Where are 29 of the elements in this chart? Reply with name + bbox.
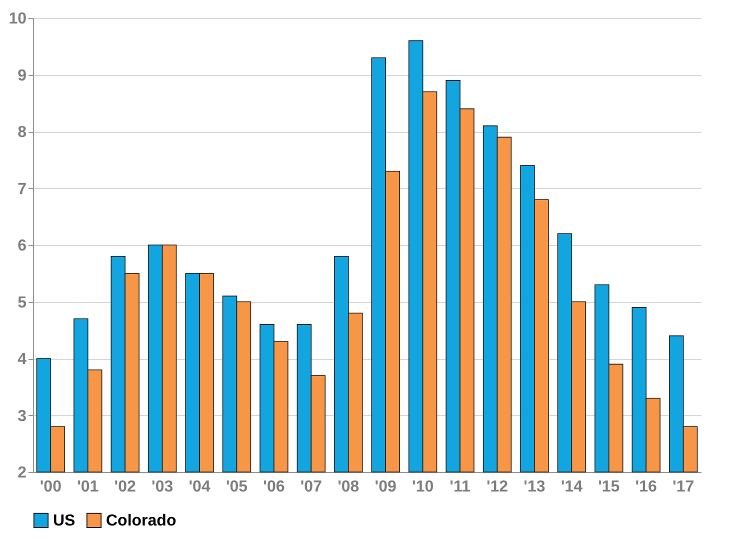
x-tick-label: '01: [77, 478, 99, 496]
x-tick-label: '08: [338, 478, 360, 496]
x-tick-label: '04: [188, 478, 210, 496]
x-tick-label: '13: [524, 478, 546, 496]
x-tick-label: '12: [486, 478, 508, 496]
x-tick-label: '16: [635, 478, 658, 496]
y-tick-label: 5: [18, 294, 27, 312]
x-tick-label: '17: [672, 478, 694, 496]
x-tick-label: '03: [152, 478, 174, 496]
x-tick-label: '05: [226, 478, 248, 496]
x-tick-label: '00: [40, 478, 62, 496]
x-tick-label: '09: [374, 478, 397, 496]
x-tick-label: '02: [114, 478, 136, 496]
y-tick-label: 10: [8, 10, 27, 28]
y-tick-label: 9: [18, 67, 27, 84]
x-tick-label: '07: [300, 478, 322, 496]
x-tick-label: '14: [560, 478, 583, 496]
x-tick-label: '10: [412, 478, 434, 496]
y-tick-label: 4: [18, 351, 27, 368]
y-tick-label: 3: [18, 408, 27, 425]
legend-label: Colorado: [106, 512, 176, 530]
y-tick-label: 6: [18, 238, 27, 254]
y-tick-label: 7: [18, 180, 27, 198]
legend-label: US: [53, 512, 76, 530]
y-tick-label: 8: [18, 124, 27, 141]
x-tick-label: '15: [598, 478, 620, 496]
y-tick-label: 2: [18, 464, 27, 482]
x-tick-label: '11: [450, 478, 470, 496]
x-tick-label: '06: [263, 478, 285, 496]
